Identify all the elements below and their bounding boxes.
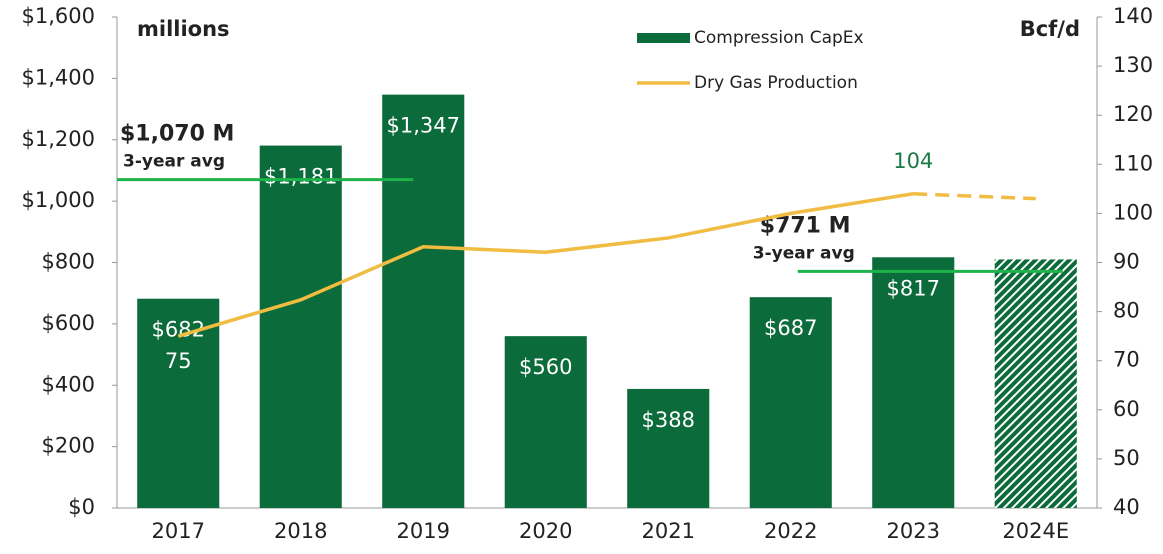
- bar: [749, 297, 832, 508]
- x-tick-label: 2024E: [1002, 519, 1069, 543]
- y2-tick-label: 90: [1113, 250, 1140, 274]
- y2-tick-label: 110: [1113, 151, 1153, 175]
- bar-value-label: $1,347: [387, 114, 460, 138]
- bar: [872, 257, 955, 508]
- bar: [382, 94, 465, 508]
- line-value-label: 104: [893, 149, 933, 173]
- average-label: $1,070 M: [120, 122, 234, 147]
- y2-axis-title: Bcf/d: [1020, 17, 1080, 41]
- line-estimate: [913, 192, 1036, 201]
- y-tick-label: $400: [42, 372, 95, 396]
- bar-value-label: $560: [519, 355, 572, 379]
- line: [177, 192, 914, 338]
- y2-tick-label: 130: [1113, 53, 1153, 77]
- x-tick-label: 2021: [642, 519, 695, 543]
- x-tick-label: 2020: [519, 519, 572, 543]
- legend-label: Dry Gas Production: [694, 73, 858, 93]
- bar: [259, 145, 342, 508]
- y2-tick-label: 40: [1113, 495, 1140, 519]
- y2-tick-label: 100: [1113, 200, 1153, 224]
- y-tick-label: $200: [42, 434, 95, 458]
- legend-swatch: [637, 33, 690, 43]
- y2-tick-label: 120: [1113, 102, 1153, 126]
- x-tick-label: 2019: [397, 519, 450, 543]
- bar: [627, 388, 710, 508]
- y2-tick-label: 70: [1113, 348, 1140, 372]
- x-tick-label: 2018: [274, 519, 327, 543]
- y-tick-label: $1,000: [22, 188, 95, 212]
- average-sublabel: 3-year avg: [753, 243, 855, 263]
- x-tick-label: 2023: [887, 519, 940, 543]
- average-sublabel: 3-year avg: [123, 152, 225, 172]
- y2-tick-label: 140: [1113, 4, 1153, 28]
- y-tick-label: $600: [42, 311, 95, 335]
- y-tick-label: $1,600: [22, 4, 95, 28]
- y-tick-label: $0: [68, 495, 95, 519]
- y-tick-label: $800: [42, 250, 95, 274]
- bar-value-label: $817: [887, 276, 940, 300]
- bar-value-label: $388: [642, 408, 695, 432]
- line-value-label: 75: [165, 349, 192, 373]
- y-tick-label: $1,200: [22, 127, 95, 151]
- y-axis-title: millions: [137, 17, 230, 41]
- bar: [994, 259, 1077, 508]
- bar-value-label: $1,181: [264, 165, 337, 189]
- legend-label: Compression CapEx: [694, 28, 864, 48]
- bar: [504, 336, 587, 508]
- bar: [137, 298, 220, 508]
- y2-tick-label: 60: [1113, 397, 1140, 421]
- bar-value-label: $687: [764, 316, 817, 340]
- y2-tick-label: 50: [1113, 446, 1140, 470]
- x-tick-label: 2017: [152, 519, 205, 543]
- x-tick-label: 2022: [764, 519, 817, 543]
- y2-tick-label: 80: [1113, 299, 1140, 323]
- y-tick-label: $1,400: [22, 65, 95, 89]
